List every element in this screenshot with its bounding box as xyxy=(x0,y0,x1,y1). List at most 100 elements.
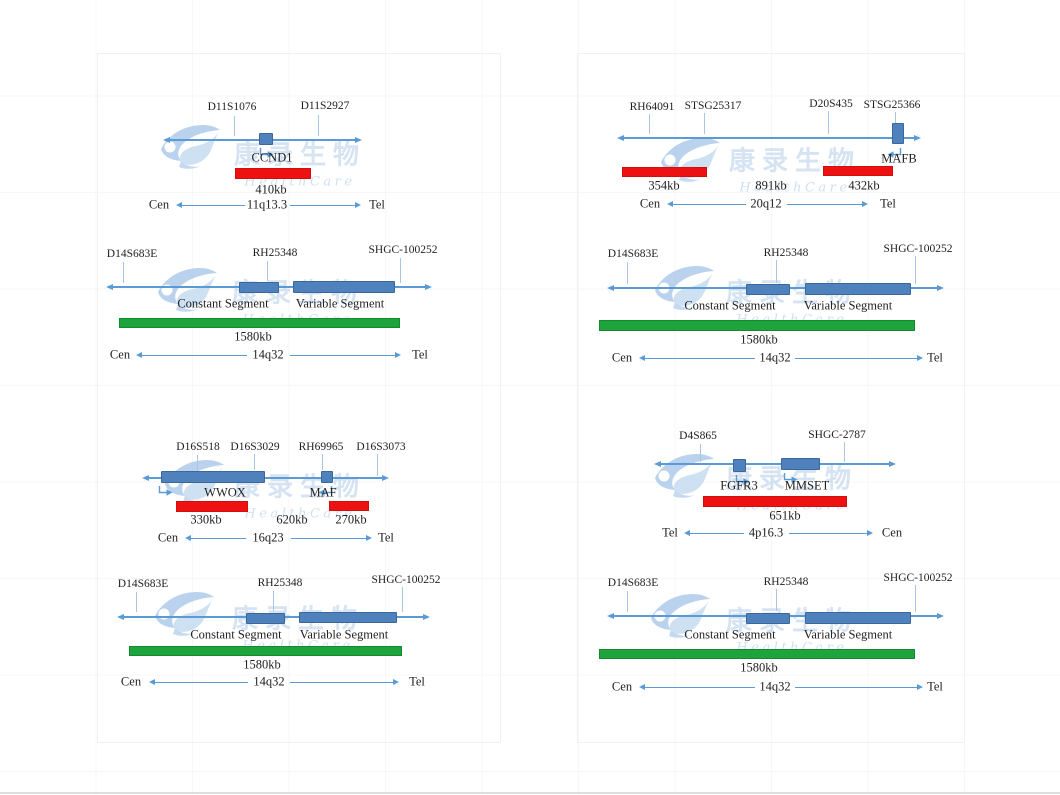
axis-line xyxy=(148,477,383,479)
gene-box xyxy=(805,612,911,624)
marker-label: D14S683E xyxy=(607,247,659,260)
scale-arrow-right-icon xyxy=(355,202,361,208)
probe-size-label: 432kb xyxy=(848,178,880,193)
gene-box xyxy=(733,459,746,472)
probe-bar-red xyxy=(329,501,369,511)
marker-label: D20S435 xyxy=(809,97,853,110)
axis-arrow-left-icon xyxy=(106,283,113,290)
scale-arrow-right-icon xyxy=(862,201,868,207)
axis-arrow-left-icon xyxy=(654,460,661,467)
probe-size-label: 354kb xyxy=(648,178,680,193)
gene-box xyxy=(246,613,285,624)
axis-arrow-left-icon xyxy=(142,474,149,481)
gene-label: WWOX xyxy=(204,485,246,500)
marker-label: STSG25366 xyxy=(863,98,921,111)
marker-label: RH25348 xyxy=(763,246,809,259)
gap-size-label: 891kb xyxy=(755,178,787,193)
transcription-arrow-icon xyxy=(886,146,903,158)
marker-tick xyxy=(402,587,403,612)
marker-label: D14S683E xyxy=(106,247,158,260)
probe-size-label: 651kb xyxy=(769,508,801,523)
gene-box xyxy=(161,471,265,483)
probe-bar-green xyxy=(119,318,400,328)
marker-tick xyxy=(318,115,319,136)
marker-tick xyxy=(400,258,401,283)
scale-left-label: Cen xyxy=(120,674,142,689)
probe-size-label: 330kb xyxy=(190,512,222,527)
gene-label: MAF xyxy=(309,485,337,500)
scale-left-label: Cen xyxy=(109,347,131,362)
marker-tick xyxy=(776,260,777,283)
transcription-arrow-icon xyxy=(157,484,174,496)
gene-label: MAFB xyxy=(881,151,917,166)
left-panel-card xyxy=(97,53,501,743)
marker-tick xyxy=(828,111,829,134)
transcription-arrow-icon xyxy=(782,471,799,483)
scale-line-right xyxy=(290,681,394,683)
scale-arrow-right-icon xyxy=(393,679,399,685)
marker-label: RH25348 xyxy=(252,246,298,259)
scale-line-right xyxy=(795,686,918,688)
gene-box xyxy=(239,282,279,293)
axis-arrow-right-icon xyxy=(425,283,432,290)
scale-arrow-right-icon xyxy=(395,352,401,358)
probe-bar-red xyxy=(235,168,311,179)
scale-line-left xyxy=(644,357,755,359)
marker-tick xyxy=(627,262,628,284)
marker-label: D14S683E xyxy=(117,577,169,590)
marker-label: D16S3073 xyxy=(356,440,406,453)
gene-label: Variable Segment xyxy=(295,296,385,311)
scale-arrow-right-icon xyxy=(867,530,873,536)
marker-label: SHGC-100252 xyxy=(368,243,438,256)
scale-locus-label: 14q32 xyxy=(252,347,284,362)
axis-arrow-right-icon xyxy=(382,474,389,481)
marker-label: RH69965 xyxy=(298,440,344,453)
marker-tick xyxy=(776,589,777,611)
axis-arrow-right-icon xyxy=(889,460,896,467)
gene-label: Variable Segment xyxy=(803,627,893,642)
probe-size-label: 1580kb xyxy=(243,657,281,672)
marker-tick xyxy=(844,442,845,462)
axis-arrow-left-icon xyxy=(163,136,170,143)
axis-arrow-left-icon xyxy=(617,134,624,141)
probe-bar-green xyxy=(599,649,915,659)
gene-label: Constant Segment xyxy=(684,298,776,313)
scale-left-label: Cen xyxy=(611,679,633,694)
marker-label: D14S683E xyxy=(607,576,659,589)
axis-arrow-right-icon xyxy=(937,284,944,291)
marker-tick xyxy=(915,256,916,284)
scale-arrow-left-icon xyxy=(185,535,191,541)
gene-label: Constant Segment xyxy=(684,627,776,642)
marker-label: SHGC-2787 xyxy=(808,428,866,441)
marker-tick xyxy=(197,455,198,470)
gene-box xyxy=(299,612,397,623)
gene-label: MMSET xyxy=(784,478,830,493)
scale-locus-label: 4p16.3 xyxy=(748,525,784,540)
marker-label: D16S518 xyxy=(176,440,220,453)
scale-left-label: Cen xyxy=(611,350,633,365)
axis-arrow-left-icon xyxy=(607,284,614,291)
scale-line-right xyxy=(795,357,918,359)
scale-line-left xyxy=(644,686,755,688)
gene-box xyxy=(321,471,333,483)
marker-label: RH25348 xyxy=(763,575,809,588)
scale-left-label: Tel xyxy=(662,525,678,540)
marker-label: D11S2927 xyxy=(300,99,350,112)
scale-locus-label: 14q32 xyxy=(759,350,791,365)
scale-arrow-right-icon xyxy=(366,535,372,541)
probe-size-label: 270kb xyxy=(335,512,367,527)
scale-locus-label: 11q13.3 xyxy=(246,197,288,212)
scale-arrow-left-icon xyxy=(639,355,645,361)
axis-line xyxy=(623,137,915,139)
gene-label: FGFR3 xyxy=(720,478,758,493)
marker-tick xyxy=(915,585,916,612)
marker-label: STSG25317 xyxy=(684,99,742,112)
marker-tick xyxy=(254,454,255,470)
marker-label: RH64091 xyxy=(629,100,675,113)
probe-bar-red xyxy=(622,167,707,177)
marker-label: SHGC-100252 xyxy=(883,571,953,584)
axis-arrow-right-icon xyxy=(355,136,362,143)
marker-label: RH25348 xyxy=(257,576,303,589)
marker-tick xyxy=(267,261,268,281)
